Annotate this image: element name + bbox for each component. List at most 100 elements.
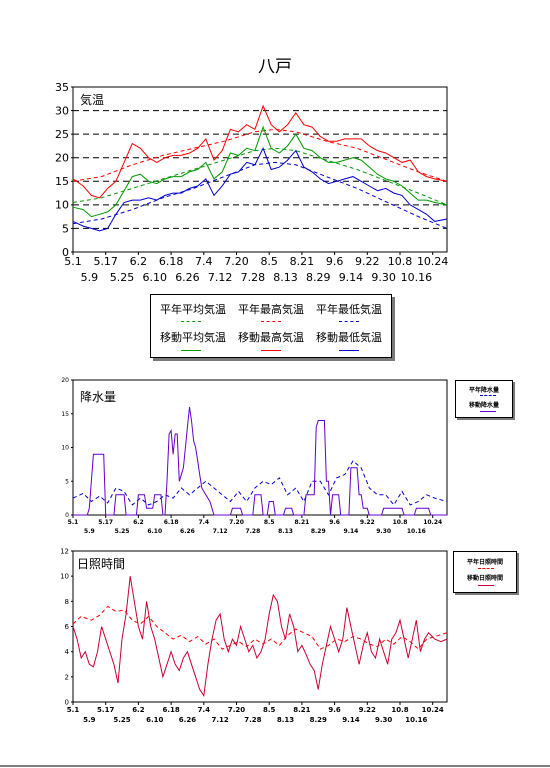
temperature-series-5 [72, 147, 448, 232]
temperature-x-tick-label: 6.2 [130, 255, 148, 268]
temperature-x-tick-label: 9.6 [326, 255, 344, 268]
sunshine-x-tick-label: 7.28 [244, 716, 261, 724]
temperature-x-tick-label: 7.12 [208, 271, 233, 284]
temperature-chart: 0 5 10 15 20 25 30 35 5.1 5.17 6.2 6.18 7.4 7.20 8.5 8.… [55, 81, 448, 284]
temperature-x-tick-label: 6.26 [175, 271, 200, 284]
sunshine-y-tick-label: 0 [65, 698, 69, 706]
precipitation-chart: 0 5 10 15 20 5.1 5.17 6.2 6.18 7.4 7.20 8.5 8.21 9.6 9… [61, 377, 448, 535]
legend-swatch-moving-max [261, 350, 281, 351]
temperature-y-tick-label: 0 [62, 246, 69, 259]
legend-label-normal-precip: 平年降水量 [468, 387, 499, 394]
legend-label-normal-sunshine: 平年日照時間 [466, 559, 503, 566]
temperature-series-0 [72, 147, 448, 206]
temperature-x-tick-label: 8.29 [306, 271, 331, 284]
legend-label-moving-min: 移動最低気温 [316, 331, 382, 344]
temperature-y-tick-label: 10 [55, 199, 69, 212]
sunshine-x-tick-label: 7.4 [198, 706, 211, 714]
sunshine-x-tick-label: 9.22 [359, 706, 376, 714]
sunshine-x-tick-label: 5.9 [83, 716, 96, 724]
temperature-plot-frame [72, 86, 448, 253]
legend-swatch-normal-sunshine [478, 568, 494, 569]
sunshine-x-tick-label: 9.30 [375, 716, 392, 724]
temperature-x-tick-label: 7.28 [241, 271, 266, 284]
temperature-y-tick-label: 25 [55, 128, 69, 141]
temperature-x-tick-label: 8.21 [290, 255, 315, 268]
temperature-x-tick-label: 6.10 [142, 271, 167, 284]
temperature-y-tick-label: 35 [55, 81, 69, 94]
precipitation-y-tick-label: 0 [65, 512, 69, 519]
temperature-series-2 [72, 161, 448, 229]
precipitation-x-tick-label: 5.1 [68, 519, 79, 526]
precipitation-legend: 平年降水量 移動降水量 [455, 380, 513, 418]
sunshine-x-tick-label: 5.17 [97, 706, 114, 714]
precipitation-y-tick-label: 20 [61, 377, 69, 384]
sunshine-x-tick-label: 6.10 [146, 716, 163, 724]
temperature-x-tick-label: 8.5 [260, 255, 278, 268]
sunshine-y-tick-label: 2 [65, 673, 69, 681]
legend-label-moving-max: 移動最高気温 [238, 331, 304, 344]
precipitation-x-tick-label: 5.9 [84, 528, 95, 535]
temperature-x-tick-label: 9.22 [355, 255, 380, 268]
sunshine-legend: 平年日照時間 移動日照時間 [453, 551, 517, 593]
precipitation-x-tick-label: 6.26 [180, 528, 195, 535]
temperature-x-tick-label: 5.9 [81, 271, 99, 284]
sunshine-x-tick-label: 5.1 [67, 706, 80, 714]
temperature-x-tick-label: 9.14 [339, 271, 364, 284]
sunshine-x-tick-label: 10.24 [422, 706, 444, 714]
sunshine-x-tick-label: 7.12 [212, 716, 229, 724]
sunshine-x-tick-label: 10.16 [405, 716, 427, 724]
legend-label-normal-min: 平年最低気温 [316, 303, 382, 316]
temperature-series-4 [72, 104, 448, 199]
precipitation-x-tick-label: 10.16 [407, 528, 426, 535]
sunshine-x-tick-label: 9.6 [328, 706, 341, 714]
precipitation-series-1 [73, 406, 447, 516]
precipitation-x-tick-label: 7.28 [245, 528, 260, 535]
sunshine-y-tick-label: 10 [60, 573, 69, 581]
sunshine-x-tick-label: 6.2 [132, 706, 145, 714]
temperature-y-tick-label: 5 [62, 222, 69, 235]
precipitation-x-tick-label: 6.18 [164, 519, 179, 526]
temperature-x-tick-label: 10.8 [388, 255, 413, 268]
precipitation-chart-title: 降水量 [80, 390, 116, 404]
temperature-y-tick-label: 15 [55, 175, 69, 188]
sunshine-x-tick-label: 8.29 [310, 716, 327, 724]
temperature-x-tick-label: 10.24 [417, 255, 449, 268]
temperature-x-tick-label: 8.13 [273, 271, 298, 284]
precipitation-x-tick-label: 7.4 [198, 519, 209, 526]
precipitation-x-tick-label: 7.20 [229, 519, 244, 526]
temperature-x-tick-label: 6.18 [159, 255, 184, 268]
temperature-series-3 [72, 125, 448, 218]
temperature-legend: 平年平均気温 平年最高気温 平年最低気温 移動平均気温 移動最高気温 移動最低気… [150, 294, 392, 358]
temperature-chart-title: 気温 [80, 92, 104, 107]
precipitation-x-tick-label: 9.14 [344, 528, 359, 535]
sunshine-x-tick-label: 8.13 [277, 716, 294, 724]
legend-swatch-moving-min [339, 350, 359, 351]
sunshine-chart: 0 2 4 6 8 10 12 5.1 5.17 6.2 6.18 7.4 7.20 8.5 8.21 9.6… [60, 547, 448, 724]
sunshine-y-tick-label: 8 [65, 598, 69, 606]
legend-label-moving-sunshine: 移動日照時間 [466, 575, 503, 582]
legend-label-normal-max: 平年最高気温 [238, 303, 304, 316]
legend-swatch-moving-precip [480, 411, 496, 412]
legend-label-moving-precip: 移動降水量 [468, 402, 499, 409]
legend-label-normal-mean: 平年平均気温 [160, 303, 226, 316]
precipitation-x-tick-label: 5.25 [115, 528, 130, 535]
sunshine-x-tick-label: 6.26 [179, 716, 196, 724]
temperature-x-tick-label: 5.1 [64, 255, 82, 268]
precipitation-x-tick-label: 10.24 [423, 519, 442, 526]
precipitation-x-tick-label: 6.10 [147, 528, 162, 535]
temperature-x-tick-label: 7.4 [195, 255, 213, 268]
sunshine-x-tick-label: 5.25 [113, 716, 130, 724]
sunshine-y-tick-label: 4 [65, 648, 70, 656]
precipitation-y-tick-label: 15 [61, 411, 69, 418]
precipitation-x-tick-label: 10.8 [393, 519, 408, 526]
sunshine-x-tick-label: 7.20 [228, 706, 245, 714]
precipitation-series-0 [72, 460, 448, 506]
precipitation-x-tick-label: 9.6 [329, 519, 340, 526]
sunshine-x-tick-label: 8.5 [263, 706, 276, 714]
precipitation-x-tick-label: 8.21 [294, 519, 309, 526]
sunshine-plot-frame [72, 550, 448, 703]
legend-swatch-normal-min [339, 321, 359, 322]
sunshine-x-tick-label: 10.8 [391, 706, 408, 714]
sunshine-series-0 [72, 605, 448, 650]
